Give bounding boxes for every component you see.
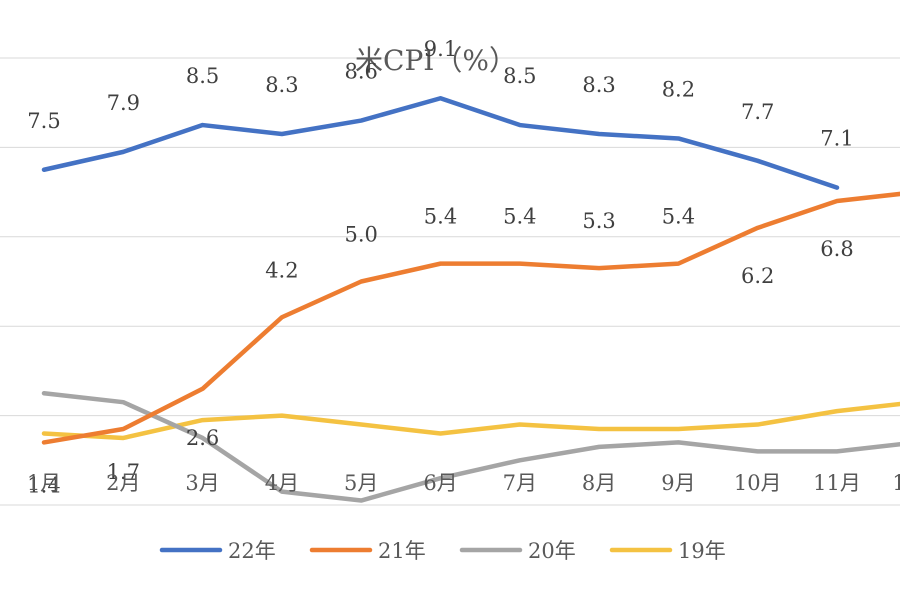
x-tick-label: 10月 <box>734 471 782 495</box>
chart-title: 米CPI（%） <box>355 44 517 77</box>
x-tick-label: 8月 <box>582 471 616 495</box>
x-tick-label: 9月 <box>661 471 695 495</box>
x-tick-label: 11月 <box>813 471 861 495</box>
series-line <box>41 191 900 445</box>
series-lines <box>41 95 900 503</box>
data-label: 7.1 <box>820 127 853 151</box>
x-tick-label: 1月 <box>27 471 61 495</box>
x-tick-label: 7月 <box>503 471 537 495</box>
data-label: 5.0 <box>344 223 377 247</box>
legend-label: 20年 <box>528 539 576 563</box>
data-label: 7.5 <box>27 109 60 133</box>
data-label: 8.5 <box>503 64 536 88</box>
series-line <box>41 391 900 503</box>
data-label: 1.7 <box>107 460 140 484</box>
x-tick-label: 2月 <box>106 471 140 495</box>
legend-label: 22年 <box>228 539 276 563</box>
data-label: 8.5 <box>186 64 219 88</box>
data-label: 6.8 <box>820 237 853 261</box>
x-tick-label: 12月 <box>892 471 900 495</box>
data-label: 8.6 <box>344 60 377 84</box>
data-label: 1.4 <box>27 473 60 497</box>
data-label: 5.3 <box>582 209 615 233</box>
data-label: 7.7 <box>741 100 774 124</box>
data-label: 5.4 <box>503 205 536 229</box>
data-label: 7.9 <box>107 91 140 115</box>
data-label: 5.4 <box>662 205 695 229</box>
x-axis-tick-labels: 1月 2月 3月 4月 5月 6月 7月 8月 9月 10月 11月 12月 <box>27 471 900 495</box>
data-label: 5.4 <box>424 205 457 229</box>
x-tick-label: 4月 <box>265 471 299 495</box>
data-label: 6.2 <box>741 264 774 288</box>
data-label: 8.3 <box>582 73 615 97</box>
legend: 22年 21年 20年 19年 <box>159 539 726 563</box>
series-line <box>41 401 900 441</box>
legend-label: 21年 <box>378 539 426 563</box>
legend-label: 19年 <box>678 539 726 563</box>
x-tick-label: 3月 <box>185 471 219 495</box>
data-labels: 7.57.98.5 8.38.69.18.5 8.3 8.27.77.11.41.72… <box>27 37 853 497</box>
data-label: 4.2 <box>265 258 298 282</box>
x-tick-label: 6月 <box>423 471 457 495</box>
data-label: 2.6 <box>186 426 219 450</box>
series-line <box>41 95 840 190</box>
x-tick-label: 5月 <box>344 471 378 495</box>
data-label: 8.3 <box>265 73 298 97</box>
data-label: 9.1 <box>424 37 457 61</box>
data-label: 8.2 <box>662 77 695 101</box>
